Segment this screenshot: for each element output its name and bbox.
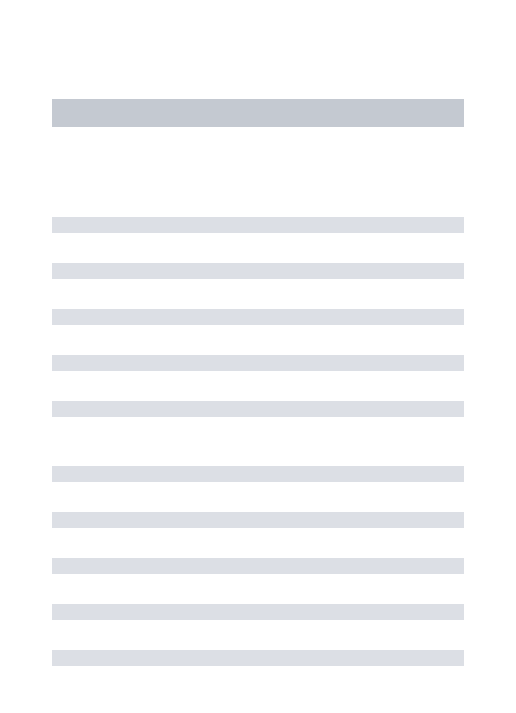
title-placeholder-bar [52,99,464,127]
text-placeholder-bar [52,512,464,528]
text-placeholder-bar [52,217,464,233]
text-placeholder-bar [52,355,464,371]
text-placeholder-bar [52,263,464,279]
text-placeholder-bar [52,558,464,574]
text-placeholder-bar [52,650,464,666]
text-placeholder-bar [52,309,464,325]
text-placeholder-bar [52,401,464,417]
text-placeholder-bar [52,466,464,482]
text-placeholder-bar [52,604,464,620]
document-skeleton: { "layout": { "page_width": 516, "page_h… [0,0,516,713]
